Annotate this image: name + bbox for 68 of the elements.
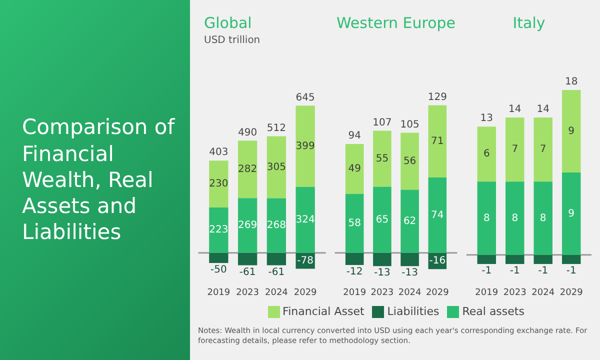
legend-label: Real assets	[461, 305, 524, 318]
total-label: 512	[266, 122, 286, 134]
data-label: 7	[540, 144, 546, 156]
data-label: 8	[483, 212, 490, 224]
total-label: 403	[209, 147, 228, 158]
x-tick-label: 2024	[398, 288, 422, 298]
data-label: 65	[376, 214, 389, 226]
chart-title: Italy	[512, 14, 546, 32]
x-tick-label: 2023	[370, 288, 394, 298]
data-label: 223	[209, 224, 228, 236]
x-tick-label: 2019	[207, 288, 230, 298]
x-tick-label: 2019	[475, 288, 498, 298]
x-tick-label: 2024	[532, 288, 555, 298]
total-label: 490	[238, 127, 258, 138]
total-label: 14	[536, 104, 550, 116]
data-label: 8	[512, 212, 518, 224]
total-label: 129	[428, 92, 447, 103]
chart-title: Global	[204, 14, 253, 32]
x-tick-label: 2023	[503, 288, 526, 298]
x-tick-label: 2029	[560, 288, 584, 298]
data-label: 7	[512, 144, 518, 156]
data-label: 58	[348, 218, 361, 229]
data-label: 269	[238, 220, 258, 232]
data-label: -1	[538, 266, 548, 277]
x-tick-label: 2023	[236, 288, 260, 298]
data-label: -50	[210, 264, 227, 276]
text: Comparison of Financial Wealth, Real Assets and Liabilities	[21, 114, 176, 246]
data-label: -16	[429, 256, 446, 267]
data-label: 49	[348, 163, 361, 174]
data-label: 9	[568, 208, 575, 220]
data-label: -1	[482, 266, 492, 277]
total-label: 14	[508, 104, 522, 116]
data-label: -1	[510, 266, 520, 277]
data-label: -13	[402, 268, 418, 279]
total-label: 18	[564, 76, 578, 88]
data-label: -13	[374, 268, 390, 279]
data-label: 399	[296, 140, 315, 152]
data-label: 230	[209, 178, 228, 190]
x-tick-label: 2024	[264, 288, 288, 298]
total-label: 105	[400, 119, 420, 130]
legend-label: Financial Asset	[282, 305, 364, 318]
data-label: 282	[238, 164, 258, 175]
data-label: 56	[403, 156, 416, 167]
data-label: 268	[266, 220, 286, 232]
x-tick-label: 2029	[294, 288, 318, 298]
data-label: 324	[296, 214, 315, 226]
data-label: -78	[297, 255, 314, 266]
data-label: 9	[568, 126, 575, 137]
data-label: 8	[540, 212, 546, 224]
x-tick-label: 2029	[426, 288, 450, 298]
data-label: -61	[268, 266, 285, 278]
x-tick-label: 2019	[343, 288, 366, 298]
data-label: 6	[483, 148, 490, 160]
data-label: -61	[239, 266, 256, 278]
total-label: 13	[480, 113, 494, 124]
total-label: 645	[296, 92, 315, 104]
data-label: 305	[266, 162, 286, 173]
chart-title: Western Europe	[335, 14, 457, 32]
data-label: 74	[431, 210, 444, 221]
total-label: 107	[372, 117, 392, 128]
data-label: -1	[566, 266, 576, 277]
legend-label: Liabilities	[386, 305, 440, 318]
data-label: -12	[346, 266, 363, 278]
data-label: 71	[431, 136, 444, 147]
data-label: 55	[376, 153, 389, 164]
data-label: 62	[403, 216, 416, 227]
total-label: 94	[348, 130, 361, 142]
chart-subtitle: USD trillion	[204, 35, 262, 46]
